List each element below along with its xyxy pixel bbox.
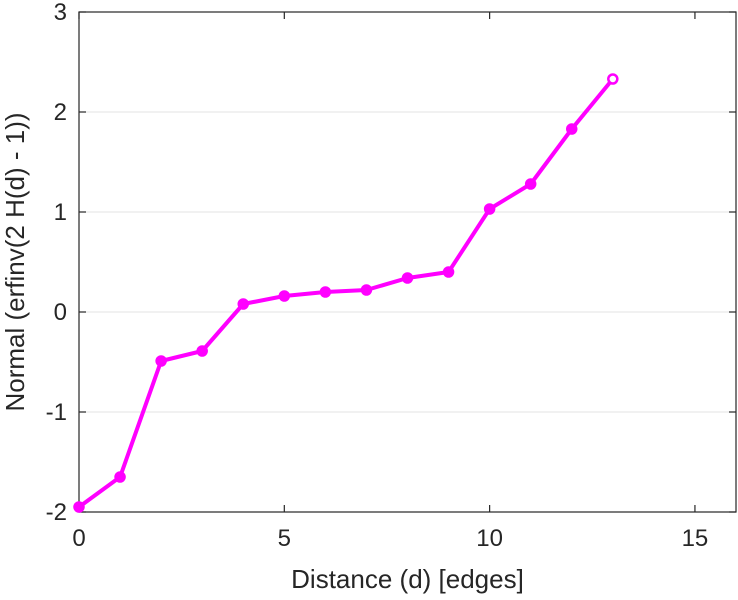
data-point <box>73 501 85 513</box>
data-point <box>607 73 619 85</box>
y-tick-label: -2 <box>46 499 67 526</box>
data-point <box>442 266 455 278</box>
y-tick-label: 2 <box>54 99 67 126</box>
data-point <box>566 123 578 135</box>
data-point <box>155 355 167 367</box>
data-point <box>524 178 537 190</box>
data-point <box>319 286 332 298</box>
data-point <box>114 471 126 483</box>
y-tick-label: 1 <box>54 199 67 226</box>
tick-marks <box>78 11 736 513</box>
grid-lines <box>79 111 736 413</box>
x-tick-labels: 0 5 10 15 <box>72 525 708 552</box>
data-point <box>401 272 414 284</box>
y-tick-label: 3 <box>54 0 67 26</box>
plot-area <box>78 11 737 513</box>
x-axis-label: Distance (d) [edges] <box>291 564 524 594</box>
x-tick-label: 10 <box>476 525 503 552</box>
data-point <box>483 203 496 215</box>
y-axis-label: Normal (erfinv(2 H(d) - 1)) <box>0 112 30 411</box>
y-tick-labels: -2 -1 0 1 2 3 <box>46 0 67 526</box>
x-tick-label: 0 <box>72 525 85 552</box>
y-tick-label: -1 <box>46 399 67 426</box>
series-line <box>77 77 615 509</box>
y-tick-label: 0 <box>54 299 67 326</box>
data-point <box>278 290 291 302</box>
data-point <box>360 284 373 296</box>
x-tick-label: 15 <box>682 525 709 552</box>
series-layer <box>73 73 619 513</box>
data-point <box>196 345 208 357</box>
data-point <box>237 298 249 310</box>
x-tick-label: 5 <box>278 525 291 552</box>
